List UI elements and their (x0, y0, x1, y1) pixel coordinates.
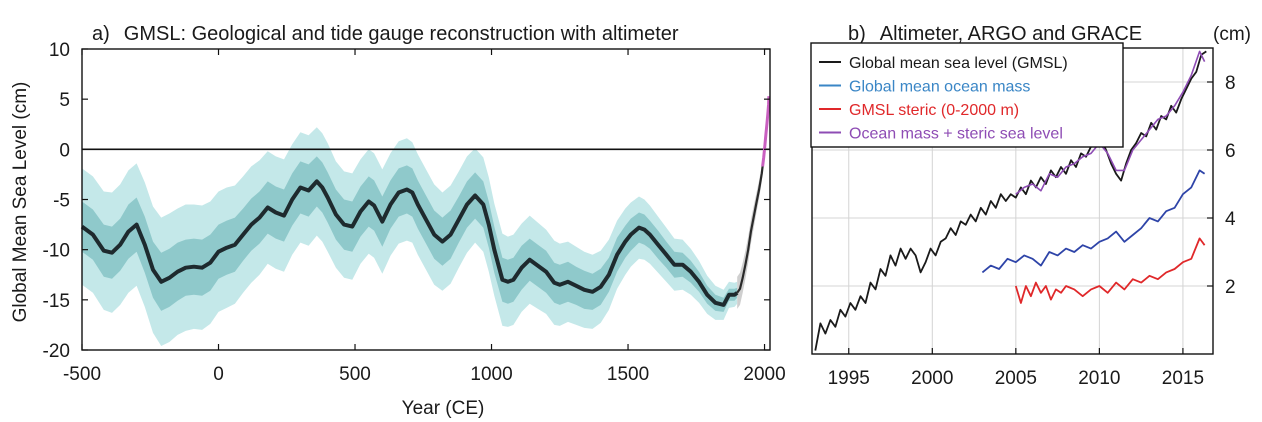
panel-b-x-tick-label: 2000 (911, 368, 953, 389)
panel-b-x-tick-label: 1995 (828, 368, 870, 389)
panel-a-x-tick-label: -500 (63, 364, 101, 385)
panel-a-y-tick-label: 0 (59, 140, 70, 161)
panel-a-x-axis-label: Year (CE) (402, 398, 485, 419)
panel-a-y-axis-label: Global Mean Sea Level (cm) (10, 82, 31, 323)
panel-b-y-tick-label: 8 (1225, 73, 1236, 94)
panel-a-plot-area (80, 96, 771, 346)
panel-a-x-tick-label: 500 (339, 364, 371, 385)
panel-a-x-tick-label: 1500 (607, 364, 649, 385)
panel-a-title: a) GMSL: Geological and tide gauge recons… (92, 23, 679, 45)
panel-a-title-text: GMSL: Geological and tide gauge reconstr… (124, 23, 679, 45)
panel-a-x-tick-label: 2000 (743, 364, 785, 385)
panel-b-letter: b) (848, 23, 866, 45)
panel-a-x-tick-label: 1000 (470, 364, 512, 385)
panel-b-legend-entry: Global mean ocean mass (849, 79, 1030, 96)
panel-a-letter: a) (92, 23, 110, 45)
panel-b-series-line-1 (981, 169, 1206, 274)
panel-b: b) Altimeter, ARGO and GRACE (cm) 1995 200… (810, 23, 1251, 389)
panel-a-altimeter-line (761, 96, 771, 167)
panel-b-y-tick-label: 6 (1225, 141, 1236, 162)
panel-a-y-tick-label: -20 (43, 341, 70, 362)
panel-b-legend-box (810, 42, 1124, 148)
panel-b-title: b) Altimeter, ARGO and GRACE (848, 23, 1142, 45)
panel-a-y-tick-label: -5 (53, 191, 70, 212)
panel-b-legend: Global mean sea level (GMSL) Global mean … (810, 42, 1124, 148)
panel-b-y-tick-label: 2 (1225, 277, 1236, 298)
panel-a-y-tick-label: 5 (59, 90, 70, 111)
panel-b-title-text: Altimeter, ARGO and GRACE (880, 23, 1142, 45)
panel-b-legend-entry: GMSL steric (0-2000 m) (849, 102, 1019, 119)
panel-b-legend-entry: Global mean sea level (GMSL) (849, 55, 1068, 72)
panel-a-y-tick-label: -10 (43, 241, 70, 262)
panel-b-y-unit-label: (cm) (1213, 24, 1251, 45)
panel-b-series-line-0 (814, 50, 1207, 351)
panel-a-inner-uncertainty-band (82, 156, 738, 312)
panel-a-central-estimate-line (80, 179, 739, 307)
panel-b-series-line-3 (1015, 50, 1206, 195)
panel-a-x-tick-label: 0 (213, 364, 224, 385)
panel-a-y-tick-label: -15 (43, 291, 70, 312)
panel-b-series-line-2 (1014, 237, 1206, 304)
panel-a: a) GMSL: Geological and tide gauge recons… (10, 23, 786, 419)
panel-a-tide-gauge-line (736, 166, 764, 294)
panel-a-axes: -500 0 500 1000 1500 2000 -20 -15 -10 -5 0 5 10 (43, 40, 786, 385)
panel-b-x-tick-label: 2005 (995, 368, 1037, 389)
panel-b-y-tick-label: 4 (1225, 209, 1236, 230)
panel-b-x-tick-label: 2010 (1078, 368, 1120, 389)
panel-b-x-tick-label: 2015 (1162, 368, 1204, 389)
panel-a-y-tick-label: 10 (49, 40, 70, 61)
panel-b-legend-entry: Ocean mass + steric sea level (849, 126, 1063, 143)
